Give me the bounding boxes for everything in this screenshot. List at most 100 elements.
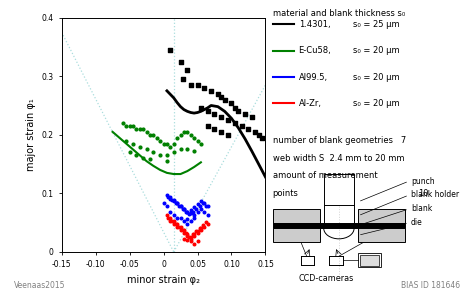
Point [180,207,188,212]
Point [173,135,181,140]
Text: punch: punch [411,177,435,185]
Point [197,106,205,111]
Point [187,239,194,244]
Point [189,209,197,214]
Point [175,204,183,209]
Point [164,195,172,200]
Point [207,88,215,93]
Point [173,216,181,220]
Point [185,212,193,217]
Point [163,159,171,163]
Point [192,206,200,211]
Bar [324,174,354,205]
Point [187,219,194,223]
Point [214,91,222,96]
Point [190,205,198,209]
Point [190,135,198,140]
Text: Al-Zr,: Al-Zr, [299,99,322,108]
Point [190,242,198,247]
Point [153,135,161,140]
Point [187,236,194,241]
Point [201,86,208,90]
Point [169,198,176,203]
Point [228,100,235,105]
Text: material and blank thickness s₀: material and blank thickness s₀ [273,9,405,18]
Point [177,59,184,64]
Point [170,141,177,146]
Point [183,238,191,243]
Point [231,106,238,111]
Point [139,127,147,131]
Point [202,220,210,224]
Point [180,230,188,235]
Point [180,130,188,134]
Point [183,210,191,214]
Point [197,227,205,232]
Point [218,94,225,99]
Point [238,124,246,128]
Point [156,138,164,143]
Text: amount of measurement: amount of measurement [273,171,377,180]
Point [204,203,211,208]
Point [190,213,198,217]
Point [183,147,191,152]
Point [192,229,200,233]
Point [163,192,171,197]
Point [149,150,157,155]
Point [166,219,174,223]
Bar [273,229,320,242]
Point [166,195,174,200]
Point [231,121,238,125]
X-axis label: minor strain φ₂: minor strain φ₂ [127,275,200,285]
Point [210,112,218,117]
Point [180,207,188,212]
Point [177,224,184,229]
Point [164,216,172,220]
Point [177,147,184,152]
Point [197,226,205,230]
Point [183,222,191,226]
Text: 1.4301,: 1.4301, [299,20,330,29]
Bar [358,209,405,223]
Point [175,224,183,229]
Point [183,210,191,214]
Point [172,222,180,226]
Point [201,224,208,229]
Point [170,150,177,155]
Bar [273,209,320,223]
Point [189,231,197,236]
Point [197,141,205,146]
Point [136,127,144,131]
Text: Al99.5,: Al99.5, [299,73,328,81]
Point [119,121,127,125]
Point [173,222,181,226]
Text: s₀ = 20 μm: s₀ = 20 μm [353,73,400,81]
Point [180,219,188,223]
Point [149,132,157,137]
Point [201,210,208,214]
Point [241,112,249,117]
Point [204,109,211,114]
Text: number of blank geometries   7: number of blank geometries 7 [273,136,406,145]
Point [143,147,150,152]
Point [194,229,201,233]
Point [177,204,184,209]
Point [258,135,266,140]
Text: points: points [273,189,299,198]
Point [190,233,198,238]
Point [136,144,144,149]
Point [210,127,218,131]
Point [173,224,181,229]
Point [204,222,211,226]
Point [166,216,174,220]
Point [204,124,211,128]
Point [173,201,181,206]
Point [187,83,194,87]
Point [143,130,150,134]
Point [255,132,263,137]
Point [163,204,171,209]
Point [185,234,193,239]
Point [190,149,198,154]
Point [197,207,205,212]
Point [190,231,198,236]
